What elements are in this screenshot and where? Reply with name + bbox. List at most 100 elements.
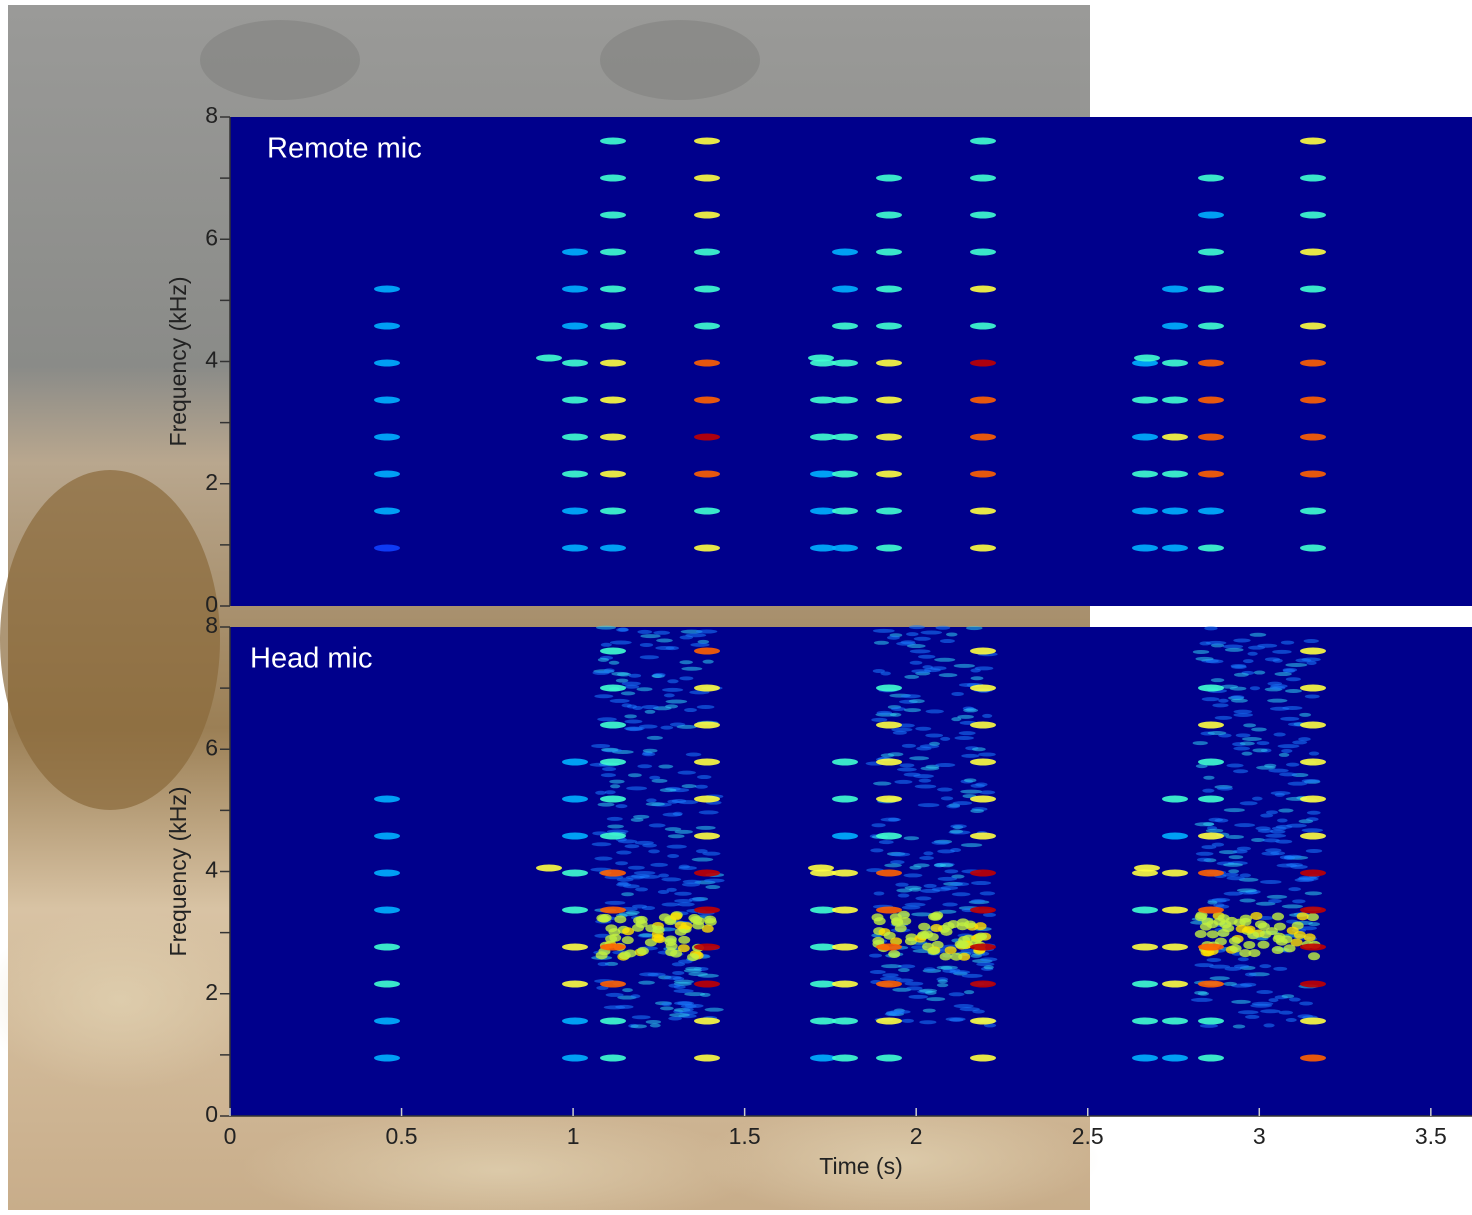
texture (609, 640, 632, 645)
texture (637, 629, 653, 634)
texture (956, 918, 969, 927)
texture (1194, 822, 1215, 827)
texture (918, 922, 931, 931)
texture (1199, 1023, 1219, 1028)
harmonic (808, 864, 834, 872)
texture (602, 767, 617, 772)
texture (911, 912, 934, 917)
texture (614, 915, 627, 924)
texture (881, 964, 902, 969)
texture (915, 896, 932, 901)
texture (605, 992, 624, 997)
texture (644, 709, 656, 714)
harmonic (970, 980, 996, 988)
harmonic (600, 470, 626, 478)
texture (982, 912, 997, 917)
texture (1301, 778, 1320, 783)
harmonic (1162, 795, 1188, 803)
texture (595, 790, 607, 795)
y-tick-label: 2 (205, 469, 218, 495)
texture (666, 887, 677, 892)
texture (1233, 964, 1250, 969)
texture (952, 801, 973, 806)
harmonic (600, 906, 626, 914)
texture (1243, 723, 1256, 728)
texture (1266, 810, 1278, 815)
texture (653, 672, 666, 677)
texture (1233, 746, 1251, 751)
texture (609, 779, 625, 784)
harmonic (1300, 248, 1326, 256)
texture (1222, 644, 1244, 649)
harmonic (600, 832, 626, 840)
texture (600, 642, 612, 647)
texture (631, 1015, 651, 1020)
harmonic (1300, 832, 1326, 840)
texture (959, 1007, 980, 1012)
harmonic (1162, 1017, 1188, 1025)
texture (692, 921, 705, 930)
harmonic (600, 174, 626, 182)
texture (942, 902, 958, 907)
texture (1280, 716, 1300, 721)
texture (935, 763, 956, 768)
harmonic (876, 211, 902, 219)
texture (1270, 851, 1286, 856)
texture (621, 936, 634, 945)
texture (960, 843, 983, 848)
texture (970, 881, 992, 886)
texture (1272, 649, 1292, 654)
harmonic (1300, 906, 1326, 914)
harmonic (374, 544, 400, 552)
texture (1270, 829, 1286, 834)
texture (1248, 645, 1266, 650)
texture (901, 905, 921, 910)
texture (880, 753, 895, 758)
harmonic (562, 869, 588, 877)
texture (691, 857, 714, 862)
harmonic (374, 1054, 400, 1062)
harmonic (1300, 396, 1326, 404)
texture (599, 913, 612, 922)
texture (1304, 891, 1323, 896)
texture (1211, 842, 1225, 847)
harmonic (876, 869, 902, 877)
texture (615, 678, 629, 683)
texture (926, 997, 946, 1002)
texture (914, 784, 937, 789)
texture (627, 773, 642, 778)
harmonic (876, 396, 902, 404)
texture (657, 889, 670, 894)
texture (1218, 850, 1238, 855)
texture (634, 840, 654, 845)
texture (935, 625, 951, 630)
texture (601, 747, 619, 752)
texture (682, 1007, 694, 1012)
texture (1281, 748, 1293, 753)
harmonic (1198, 433, 1224, 441)
texture (617, 627, 629, 632)
texture (666, 844, 687, 849)
harmonic (374, 1017, 400, 1025)
texture (895, 882, 909, 887)
harmonic (562, 906, 588, 914)
harmonic (832, 906, 858, 914)
harmonic (1198, 174, 1224, 182)
texture (1195, 911, 1208, 920)
texture (635, 915, 648, 924)
texture (873, 891, 885, 896)
texture (628, 673, 642, 678)
texture (930, 666, 947, 671)
texture (925, 709, 944, 714)
texture (898, 964, 916, 969)
texture (944, 869, 959, 874)
harmonic (1162, 906, 1188, 914)
texture (1228, 936, 1241, 945)
harmonic (562, 507, 588, 515)
texture (704, 915, 717, 924)
texture (1239, 949, 1252, 958)
texture (1268, 768, 1289, 773)
texture (1274, 672, 1292, 677)
harmonic (1300, 507, 1326, 515)
y-tick-label: 8 (205, 612, 218, 638)
